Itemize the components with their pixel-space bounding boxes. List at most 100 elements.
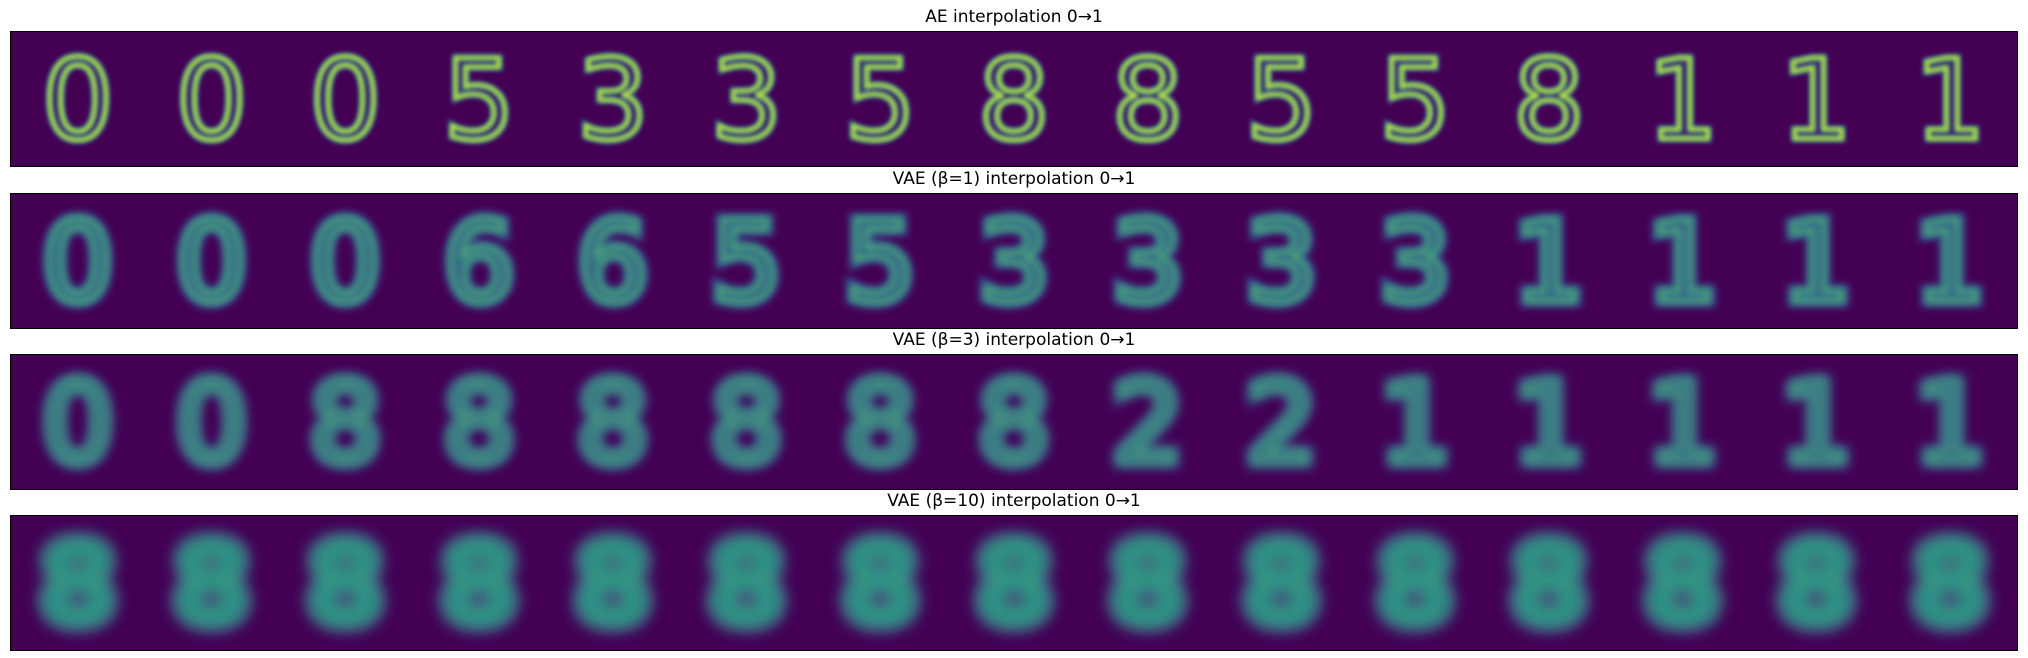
digit-glyph: 111 <box>1506 194 1591 328</box>
digit-halo: 1 <box>1915 199 1986 327</box>
digit-halo: 8 <box>440 521 518 649</box>
digit-peak: 1 <box>1915 360 1986 488</box>
digit-glyph: 111 <box>1640 194 1725 328</box>
digit-halo: 8 <box>310 360 381 488</box>
digit-stroke: 8 <box>306 521 384 649</box>
digit-glyph: 111 <box>1911 33 1990 166</box>
digit-stroke: 8 <box>841 521 919 649</box>
digit-halo: 1 <box>1915 37 1986 165</box>
digit-stroke: 1 <box>1915 37 1986 165</box>
digit-glyph: 111 <box>1908 194 1993 328</box>
digit-stroke: 3 <box>711 37 782 165</box>
digit-glyph: 888 <box>1108 33 1187 166</box>
digit-peak: 8 <box>1911 521 1989 649</box>
digit-glyph: 222 <box>1239 355 1324 489</box>
digit-glyph: 000 <box>303 194 388 328</box>
digit-halo: 8 <box>173 521 251 649</box>
digit-peak: 8 <box>978 360 1049 488</box>
digit-peak: 8 <box>1510 521 1588 649</box>
strip-canvas: 000 000 000 555 333 333 555 888 888 555 555 888 111 1… <box>11 32 2017 166</box>
digit-peak: 1 <box>1380 360 1451 488</box>
digit-peak: 8 <box>577 360 648 488</box>
digit-glyph: 888 <box>974 33 1053 166</box>
digit-peak: 8 <box>173 521 251 649</box>
digit-stroke: 0 <box>310 37 381 165</box>
strip-canvas: 000 000 000 666 666 555 555 333 333 333 333 111 111 1… <box>11 194 2017 328</box>
digit-glyph: 888 <box>567 516 659 650</box>
digit-glyph: 888 <box>971 355 1056 489</box>
digit-peak: 8 <box>1243 521 1321 649</box>
digit-halo: 0 <box>42 37 113 165</box>
digit-glyph: 333 <box>1373 194 1458 328</box>
digit-halo: 3 <box>1112 199 1183 327</box>
digit-peak: 8 <box>711 360 782 488</box>
digit-stroke: 3 <box>978 199 1049 327</box>
digit-glyph: 111 <box>1774 355 1859 489</box>
digit-halo: 8 <box>1112 37 1183 165</box>
digit-glyph: 111 <box>1908 355 1993 489</box>
strip-canvas: 000 000 888 888 888 888 888 888 222 222 111 111 111 1… <box>11 355 2017 489</box>
digit-stroke: 5 <box>443 37 514 165</box>
digit-glyph: 888 <box>838 355 923 489</box>
digit-stroke: 1 <box>1781 199 1852 327</box>
strip-background <box>11 32 2017 166</box>
digit-stroke: 8 <box>978 37 1049 165</box>
digit-glyph: 888 <box>299 516 391 650</box>
digit-halo: 5 <box>845 37 916 165</box>
digit-glyph: 888 <box>1236 516 1328 650</box>
digit-peak: 3 <box>978 199 1049 327</box>
digit-glyph: 888 <box>433 516 525 650</box>
digit-stroke: 1 <box>1781 360 1852 488</box>
digit-stroke: 8 <box>1644 521 1722 649</box>
digit-stroke: 8 <box>574 521 652 649</box>
digit-stroke: 8 <box>577 360 648 488</box>
digit-peak: 1 <box>1781 360 1852 488</box>
digit-glyph: 111 <box>1373 355 1458 489</box>
digit-halo: 8 <box>306 521 384 649</box>
digit-halo: 1 <box>1647 199 1718 327</box>
digit-glyph: 888 <box>166 516 258 650</box>
digit-peak: 1 <box>1781 199 1852 327</box>
digit-stroke: 8 <box>440 521 518 649</box>
digit-glyph: 888 <box>570 355 655 489</box>
digit-stroke: 0 <box>176 37 247 165</box>
panel-title-ae: AE interpolation 0→1 <box>925 7 1103 27</box>
digit-peak: 6 <box>443 199 514 327</box>
digit-stroke: 8 <box>1513 37 1584 165</box>
digit-glyph: 000 <box>35 194 120 328</box>
digit-peak: 0 <box>176 360 247 488</box>
digit-stroke: 8 <box>1243 521 1321 649</box>
digit-glyph: 666 <box>437 194 522 328</box>
digit-peak: 8 <box>841 521 919 649</box>
digit-peak: 1 <box>1781 37 1852 165</box>
digit-peak: 0 <box>176 199 247 327</box>
digit-peak: 0 <box>42 360 113 488</box>
digit-halo: 8 <box>841 521 919 649</box>
digit-stroke: 0 <box>176 199 247 327</box>
digit-stroke: 5 <box>1380 37 1451 165</box>
digit-stroke: 1 <box>1781 37 1852 165</box>
digit-halo: 5 <box>711 199 782 327</box>
digit-peak: 2 <box>1246 360 1317 488</box>
digit-halo: 8 <box>1510 521 1588 649</box>
digit-halo: 8 <box>574 521 652 649</box>
digit-halo: 8 <box>1376 521 1454 649</box>
digit-peak: 3 <box>1112 199 1183 327</box>
digit-glyph: 555 <box>704 194 789 328</box>
digit-peak: 5 <box>845 37 916 165</box>
strip-background <box>11 355 2017 489</box>
digit-glyph: 888 <box>1503 516 1595 650</box>
digit-peak: 8 <box>574 521 652 649</box>
digit-peak: 8 <box>39 521 117 649</box>
digit-halo: 0 <box>176 360 247 488</box>
digit-stroke: 8 <box>1777 521 1855 649</box>
digit-glyph: 333 <box>707 33 786 166</box>
strip-background <box>11 516 2017 650</box>
digit-stroke: 8 <box>173 521 251 649</box>
digit-peak: 8 <box>1777 521 1855 649</box>
digit-peak: 8 <box>978 37 1049 165</box>
digit-halo: 3 <box>577 37 648 165</box>
digit-stroke: 8 <box>1911 521 1989 649</box>
digit-peak: 0 <box>176 37 247 165</box>
